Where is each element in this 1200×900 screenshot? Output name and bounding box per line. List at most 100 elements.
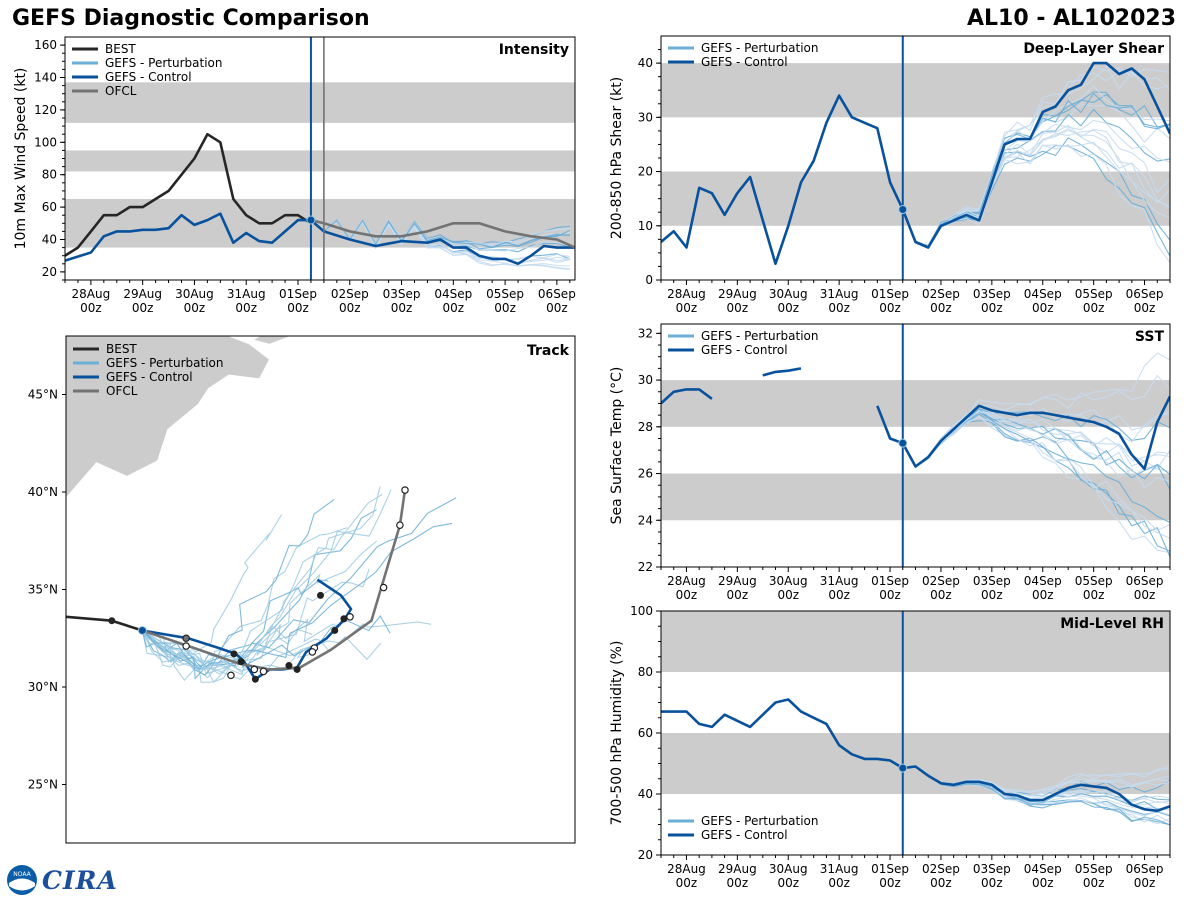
best-track-point — [108, 617, 116, 625]
perturbation-track-line — [142, 489, 392, 663]
control-track-point — [285, 662, 293, 670]
init-point-marker — [306, 215, 316, 225]
x-tick-day: 04Sep — [1024, 574, 1062, 588]
lat-tick-label: 40°N — [28, 485, 58, 499]
control-track-point — [251, 675, 259, 683]
legend-label: GEFS - Control — [105, 70, 192, 84]
x-tick-day: 01Sep — [871, 862, 909, 876]
shaded-band — [661, 171, 1170, 226]
legend-label: GEFS - Control — [701, 55, 788, 69]
x-tick-day: 28Aug — [667, 287, 706, 301]
control-line — [661, 61, 1170, 265]
perturbation-track-line — [141, 615, 391, 676]
x-tick-hour: 00z — [777, 301, 799, 315]
x-tick-day: 01Sep — [871, 287, 909, 301]
x-tick-hour: 00z — [676, 301, 698, 315]
ofcl-track-point — [379, 583, 388, 592]
x-tick-hour: 00z — [1032, 876, 1054, 890]
x-tick-hour: 00z — [879, 588, 901, 602]
legend-label: BEST — [105, 42, 136, 56]
x-tick-day: 05Sep — [1075, 862, 1113, 876]
y-tick-label: 30 — [638, 373, 653, 387]
legend-label: GEFS - Perturbation — [701, 329, 818, 343]
ofcl-track-point — [182, 642, 190, 650]
x-tick-hour: 00z — [1032, 301, 1054, 315]
x-tick-hour: 00z — [828, 301, 850, 315]
shaded-band — [661, 733, 1170, 794]
x-tick-day: 29Aug — [123, 287, 162, 301]
x-tick-day: 31Aug — [820, 574, 859, 588]
y-tick-label: 20 — [42, 265, 57, 279]
y-tick-label: 40 — [638, 56, 653, 70]
x-tick-day: 30Aug — [769, 287, 808, 301]
shaded-band — [661, 473, 1170, 521]
x-tick-day: 03Sep — [973, 574, 1011, 588]
x-tick-hour: 00z — [727, 301, 749, 315]
noaa-badge-text: NOAA — [13, 871, 31, 878]
x-tick-hour: 00z — [235, 301, 257, 315]
control-track-point — [331, 626, 339, 634]
x-tick-hour: 00z — [930, 876, 952, 890]
x-tick-hour: 00z — [727, 588, 749, 602]
x-tick-day: 03Sep — [973, 287, 1011, 301]
x-tick-day: 04Sep — [1024, 862, 1062, 876]
perturbation-track-line — [142, 527, 348, 663]
init-point-marker — [898, 763, 908, 773]
lat-tick-label: 25°N — [28, 778, 58, 792]
control-track-point — [237, 658, 245, 666]
track-plot-area — [66, 336, 457, 683]
x-tick-day: 31Aug — [820, 287, 859, 301]
x-tick-hour: 00z — [1134, 876, 1156, 890]
x-tick-hour: 00z — [777, 876, 799, 890]
x-tick-hour: 00z — [1083, 876, 1105, 890]
x-tick-hour: 00z — [727, 876, 749, 890]
x-tick-day: 06Sep — [538, 287, 576, 301]
storm-id: AL10 - AL102023 — [967, 6, 1176, 31]
x-tick-hour: 00z — [391, 301, 413, 315]
y-tick-label: 32 — [638, 326, 653, 340]
perturbation-member-line — [902, 374, 1170, 468]
x-tick-day: 02Sep — [922, 574, 960, 588]
control-line — [762, 367, 802, 377]
control-track-point — [317, 591, 324, 599]
shaded-band — [65, 150, 575, 172]
sst-chart: 22242628303228Aug00z29Aug00z30Aug00z31Au… — [609, 323, 1171, 602]
y-tick-label: 26 — [638, 467, 653, 481]
rh-plot-area — [661, 611, 1170, 826]
noaa-icon: NOAA — [7, 865, 37, 895]
page-title: GEFS Diagnostic Comparison — [12, 6, 370, 31]
y-axis-label: 700-500 hPa Humidity (%) — [609, 641, 625, 826]
panel-title: SST — [1135, 329, 1165, 345]
legend-label: GEFS - Perturbation — [105, 56, 222, 70]
intensity-chart: 2040608010012014016028Aug00z29Aug00z30Au… — [13, 36, 576, 315]
x-tick-hour: 00z — [676, 588, 698, 602]
x-tick-hour: 00z — [494, 301, 516, 315]
y-tick-label: 22 — [638, 560, 653, 574]
perturbation-track-line — [141, 493, 383, 670]
y-tick-label: 28 — [638, 420, 653, 434]
x-tick-day: 05Sep — [1075, 574, 1113, 588]
x-tick-hour: 00z — [828, 588, 850, 602]
y-tick-label: 24 — [638, 513, 653, 527]
x-tick-day: 31Aug — [227, 287, 266, 301]
y-tick-label: 120 — [34, 103, 57, 117]
init-point-marker — [898, 205, 908, 215]
x-tick-day: 30Aug — [769, 862, 808, 876]
x-tick-hour: 00z — [132, 301, 154, 315]
x-tick-day: 06Sep — [1126, 574, 1164, 588]
lat-tick-label: 45°N — [28, 388, 58, 402]
x-tick-day: 04Sep — [434, 287, 472, 301]
control-line — [661, 388, 713, 405]
x-tick-day: 02Sep — [331, 287, 369, 301]
control-line — [65, 212, 575, 266]
legend-label: BEST — [106, 342, 137, 356]
init-point-marker — [898, 438, 908, 448]
coastline-land — [66, 336, 271, 499]
x-tick-day: 06Sep — [1126, 862, 1164, 876]
y-tick-label: 140 — [34, 71, 57, 85]
x-tick-hour: 00z — [443, 301, 465, 315]
control-line — [661, 698, 1170, 813]
x-tick-day: 30Aug — [175, 287, 214, 301]
perturbation-member-line — [902, 411, 1170, 489]
